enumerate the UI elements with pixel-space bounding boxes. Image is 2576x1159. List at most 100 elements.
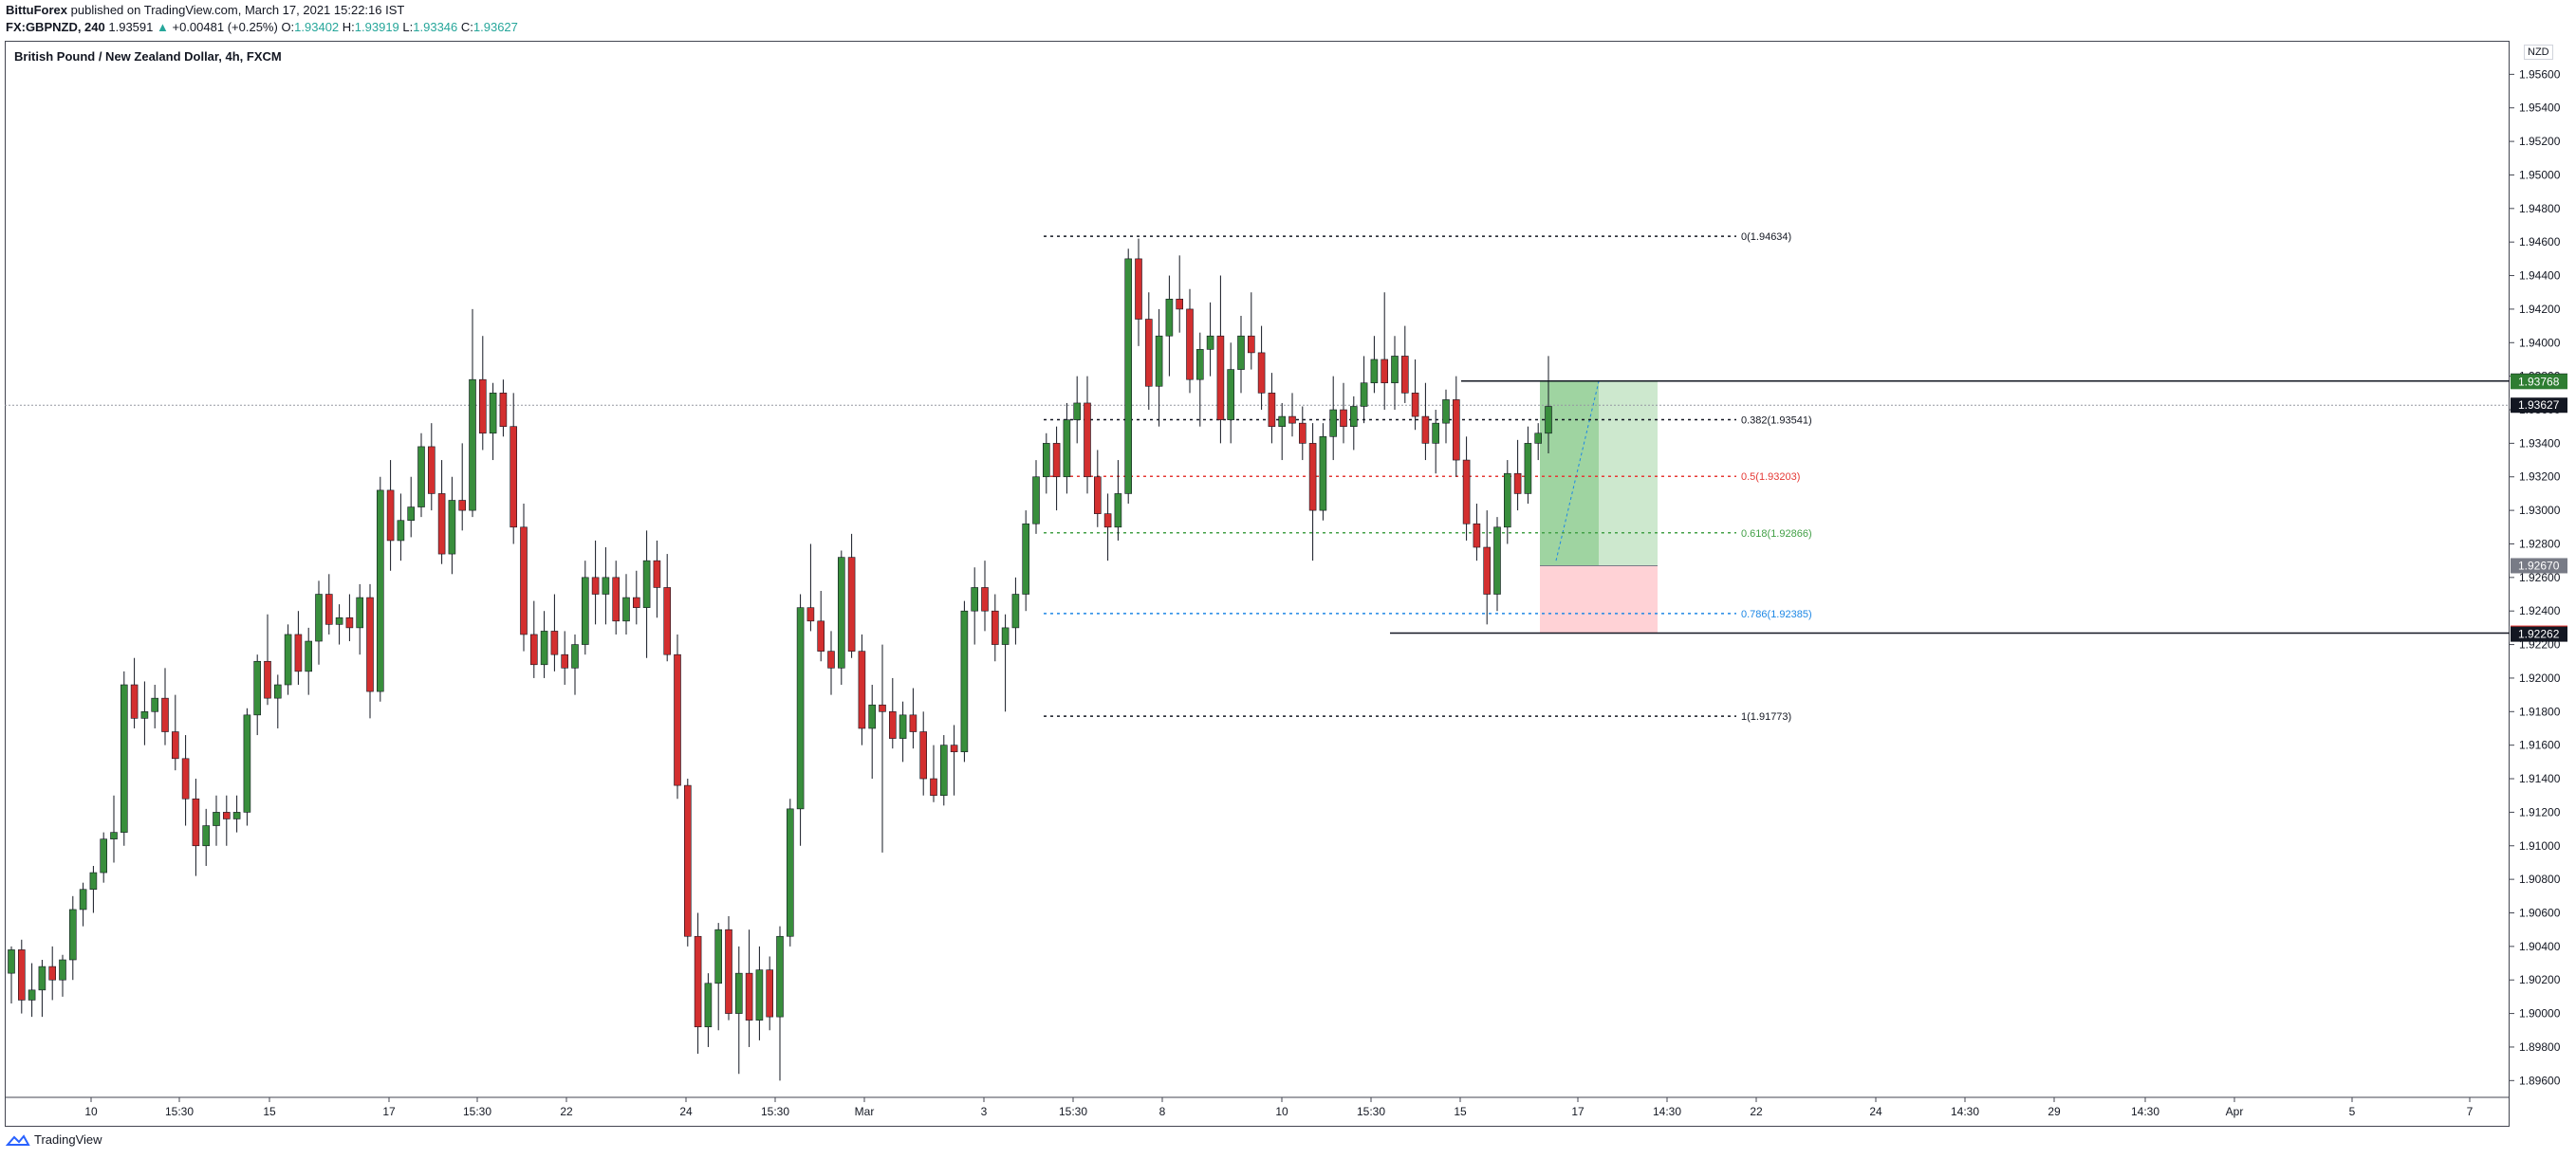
candle-body (1043, 443, 1050, 478)
currency-label[interactable]: NZD (2524, 45, 2553, 60)
candle (1308, 423, 1317, 561)
candle (704, 973, 713, 1047)
candle (899, 701, 907, 763)
tradingview-logo[interactable]: TradingView (6, 1132, 102, 1147)
time-tick-label: Apr (2226, 1105, 2244, 1118)
candle-body (960, 610, 969, 753)
candle (755, 946, 764, 1040)
close-label: C: (460, 20, 473, 34)
horizontal-lines[interactable] (5, 380, 2510, 635)
candle (786, 799, 794, 947)
candle-body (28, 989, 36, 1001)
candle (1524, 426, 1532, 505)
candle-body (386, 489, 395, 542)
price-tick-label: 1.95000 (2519, 168, 2561, 181)
candle-body (1052, 443, 1061, 478)
candle (335, 604, 343, 645)
candle-body (1462, 459, 1471, 524)
candle-body (561, 653, 569, 669)
low-value: 1.93346 (413, 20, 458, 34)
author-name[interactable]: BittuForex (6, 3, 67, 17)
candle (1299, 406, 1307, 461)
candle (796, 594, 805, 846)
candle-body (653, 560, 661, 588)
candle (1155, 308, 1163, 427)
candle (469, 308, 476, 518)
candle (1504, 460, 1511, 544)
candle (1052, 426, 1061, 511)
candle-body (642, 560, 651, 608)
price-scale-tag-bg (2511, 626, 2567, 642)
price-tick-label: 1.90600 (2519, 906, 2561, 919)
candle (253, 654, 262, 736)
candle (1011, 577, 1020, 645)
candle (38, 960, 46, 1018)
candle-body (1483, 546, 1491, 595)
candle-body (489, 393, 497, 434)
candle (909, 688, 917, 749)
candle (192, 779, 200, 876)
fib-level-label: 0.618(1.92866) (1741, 528, 1812, 540)
candle (1032, 460, 1040, 534)
candle (939, 735, 948, 806)
candle-body (1094, 476, 1102, 514)
time-tick-label: 17 (382, 1105, 396, 1118)
candle (1513, 439, 1522, 511)
time-tick-label: 17 (1571, 1105, 1585, 1118)
price-tick-label: 1.91000 (2519, 839, 2561, 853)
time-tick-label: 15 (1454, 1105, 1467, 1118)
candle-body (909, 714, 917, 732)
candle-body (510, 426, 518, 528)
price-axis[interactable]: 1.95600 1.95400 1.95200 1.95000 1.94800 1.946… (2510, 67, 2561, 1087)
candle-body (683, 784, 692, 937)
chart-frame[interactable] (5, 41, 2510, 1127)
candle (1094, 450, 1102, 527)
candle-body (59, 959, 66, 981)
candle (305, 627, 313, 695)
price-tick-label: 1.91800 (2519, 705, 2561, 718)
candle (520, 504, 528, 652)
candle-body (69, 909, 77, 961)
candle-body (806, 607, 815, 622)
candle-body (1257, 352, 1266, 394)
candle (28, 963, 36, 1018)
candle-body (1186, 308, 1194, 380)
candle-body (264, 660, 271, 699)
candle (806, 543, 815, 632)
price-tick-label: 1.95200 (2519, 135, 2561, 148)
time-tick-label: 14:30 (1653, 1105, 1681, 1118)
candle (130, 657, 139, 728)
candle-body (469, 378, 476, 511)
time-axis[interactable]: 10 15:30 15 17 15:30 22 24 15:30 Mar 3 15:30 8 10 15:… (5, 1096, 2510, 1118)
candle (1237, 315, 1245, 394)
time-tick-label: 10 (1275, 1105, 1288, 1118)
candle (571, 634, 579, 695)
candle-body (1145, 319, 1153, 387)
price-change: +0.00481 (+0.25%) (172, 20, 278, 34)
stop-zone[interactable] (1540, 565, 1658, 634)
candle-body (427, 446, 436, 494)
candle-body (663, 587, 672, 655)
candle (397, 493, 405, 561)
candle (284, 624, 292, 695)
candle-body (192, 798, 200, 847)
time-tick-label: 24 (1869, 1105, 1882, 1118)
candle-body (1381, 359, 1388, 384)
candle-body (1391, 356, 1399, 384)
candle-body (991, 610, 999, 645)
candle-body (38, 966, 46, 991)
candle-body (397, 520, 405, 542)
fib-retracement-tool[interactable]: 0(1.94634) 0.382(1.93541) 0.5(1.93203) 0.61… (1044, 231, 1812, 723)
candle-body (837, 557, 845, 669)
fib-level-label: 0(1.94634) (1741, 231, 1791, 243)
long-position-tool[interactable] (1540, 381, 1658, 634)
candle (1186, 288, 1194, 394)
price-tick-label: 1.89800 (2519, 1040, 2561, 1054)
symbol: FX:GBPNZD, 240 (6, 20, 105, 34)
candle (1421, 382, 1430, 461)
publication-info: BittuForex published on TradingView.com,… (6, 3, 404, 18)
candle (550, 594, 559, 671)
candle-body (981, 587, 989, 612)
price-scale-tag-text: 1.93627 (2518, 398, 2560, 412)
